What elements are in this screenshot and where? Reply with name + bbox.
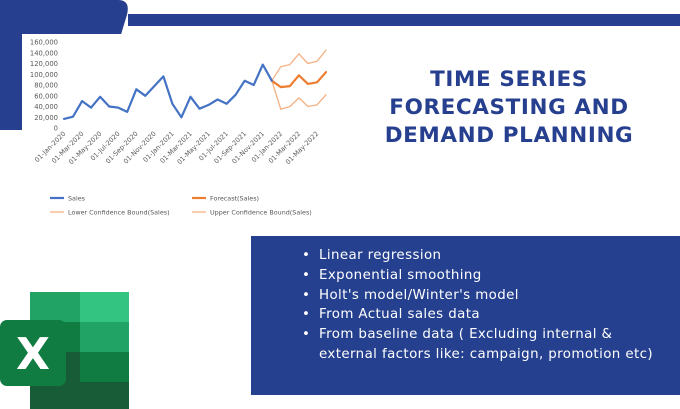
title-line-2: FORECASTING AND (389, 95, 629, 120)
legend-label: Forecast(Sales) (210, 194, 259, 202)
y-tick-label: 100,000 (30, 71, 58, 79)
title-line-1: TIME SERIES (430, 67, 588, 92)
title-line-3: DEMAND PLANNING (384, 123, 634, 148)
method-item: From baseline data ( Excluding internal … (299, 325, 662, 365)
top-accent-bar (128, 14, 680, 26)
y-tick-label: 160,000 (30, 39, 58, 47)
y-tick-label: 80,000 (34, 82, 58, 90)
excel-icon: X (0, 292, 129, 409)
legend-label: Sales (68, 194, 86, 202)
forecast-chart: 0 20,000 40,000 60,000 80,000 100,000 120,000 1… (22, 34, 338, 224)
excel-letter: X (16, 329, 50, 380)
series-line-forecast-sales (270, 70, 328, 89)
series-line-sales (62, 63, 273, 121)
y-tick-label: 60,000 (34, 92, 58, 100)
series-line-upper-confidence-bound-sales (271, 49, 327, 82)
method-item: Exponential smoothing (299, 266, 662, 286)
legend-label: Upper Confidence Bound(Sales) (210, 208, 312, 216)
y-tick-label: 0 (54, 125, 58, 133)
y-tick-label: 120,000 (30, 60, 58, 68)
forecast-chart-svg: 0 20,000 40,000 60,000 80,000 100,000 120,000 1… (30, 39, 328, 216)
y-tick-label: 20,000 (34, 114, 58, 122)
method-item: Linear regression (299, 246, 662, 266)
methods-list: Linear regression Exponential smoothing … (299, 246, 662, 365)
y-tick-label: 140,000 (30, 49, 58, 57)
page-title: TIME SERIES FORECASTING AND DEMAND PLANN… (345, 66, 673, 150)
y-tick-label: 40,000 (34, 103, 58, 111)
series-line-lower-confidence-bound-sales (271, 80, 327, 110)
methods-panel: Linear regression Exponential smoothing … (251, 236, 680, 395)
method-item: Holt's model/Winter's model (299, 286, 662, 306)
method-item: From Actual sales data (299, 305, 662, 325)
legend-label: Lower Confidence Bound(Sales) (68, 208, 170, 216)
